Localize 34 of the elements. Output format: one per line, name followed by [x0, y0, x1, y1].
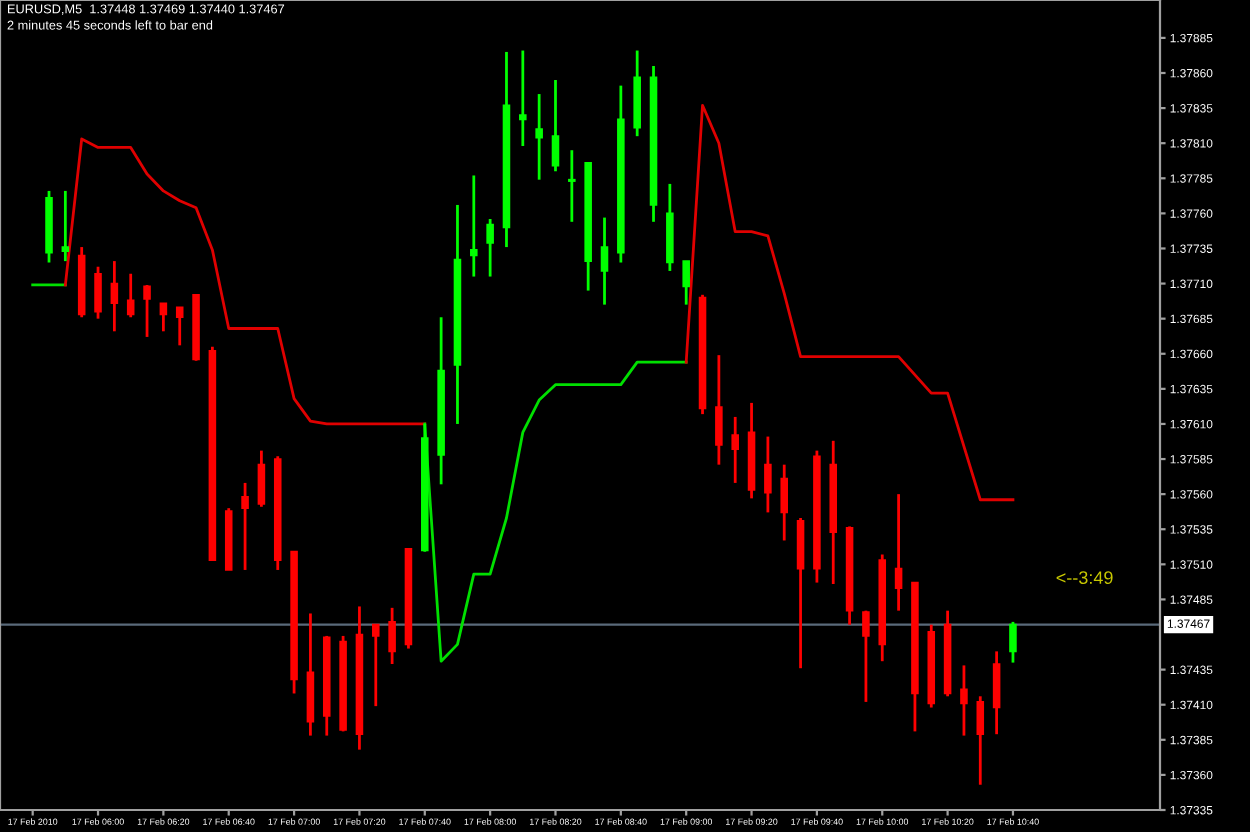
candlestick: [796, 516, 805, 670]
candlestick: [731, 415, 739, 485]
candlestick: [519, 49, 527, 148]
candlestick: [110, 259, 119, 333]
candlestick: [976, 694, 985, 787]
candlestick: [764, 435, 772, 514]
candlestick: [535, 92, 543, 182]
candlestick: [1009, 620, 1017, 664]
candlestick: [126, 272, 135, 319]
candlestick: [241, 481, 249, 572]
candlestick: [682, 259, 690, 307]
candlestick: [388, 606, 396, 666]
candlestick: [960, 664, 968, 737]
candlestick: [175, 306, 184, 347]
candlestick: [159, 301, 168, 333]
candlestick: [551, 78, 560, 173]
candlestick: [780, 463, 789, 542]
candlestick: [600, 216, 609, 307]
line-series: [684, 103, 1015, 502]
candlestick: [992, 649, 1001, 736]
candlestick: [371, 623, 380, 708]
candlestick: [894, 492, 903, 613]
candlestick: [486, 217, 494, 278]
candlestick: [143, 283, 151, 339]
annotation: <--3:49: [1056, 571, 1113, 584]
candlestick: [715, 353, 723, 467]
candlestick: [257, 449, 266, 509]
candlestick: [568, 148, 576, 224]
candlestick: [862, 609, 870, 704]
candlestick: [94, 265, 102, 321]
line-series: [63, 137, 427, 426]
candlestick: [61, 189, 70, 263]
line-series: [423, 360, 688, 663]
candlestick: [470, 174, 478, 278]
